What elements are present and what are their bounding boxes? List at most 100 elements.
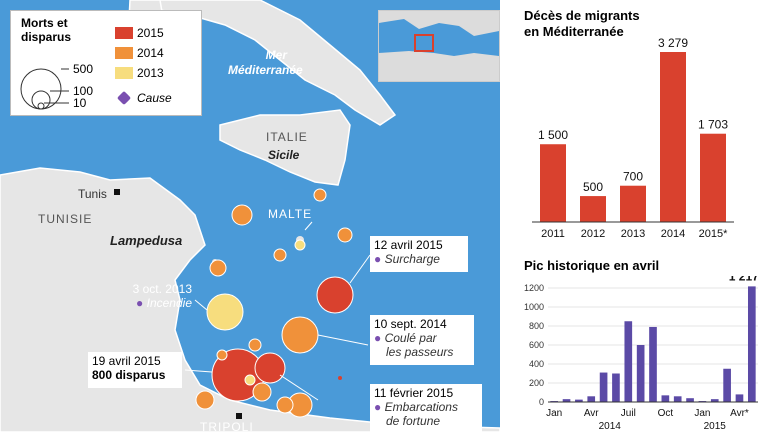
tripoli-marker (236, 413, 242, 419)
italy-land (148, 0, 397, 126)
event-circle (338, 376, 342, 380)
y-tick-label: 200 (529, 378, 544, 388)
cause-icon: ● (374, 252, 382, 266)
legend-cause-label: Cause (137, 91, 172, 105)
map: Morts et disparus 500 100 10 2015 2014 2… (0, 0, 501, 434)
chart1-title-line2: en Méditerranée (524, 24, 624, 39)
event-circle (337, 227, 353, 243)
legend-size-100: 100 (73, 84, 94, 98)
event-annotation-19-avril-2015: 19 avril 2015 800 disparus (88, 352, 182, 388)
event-circle (276, 396, 294, 414)
tunis-marker (114, 189, 120, 195)
inset-map (378, 10, 500, 82)
legend: Morts et disparus 500 100 10 2015 2014 2… (10, 10, 202, 116)
bar (612, 373, 620, 402)
event-circle (244, 374, 256, 386)
bar (686, 398, 694, 402)
x-tick-label: Oct (658, 408, 674, 419)
year-label: 2014 (599, 421, 622, 432)
legend-size-circles (20, 68, 69, 110)
event-cause-text: Coulé par (384, 331, 437, 345)
bar (747, 286, 756, 402)
legend-year-2014: 2014 (137, 46, 164, 60)
chart1-svg: 1 500 2011 500 2012 700 2013 3 279 2014 1 703 201… (532, 36, 734, 240)
event-date: 12 avril 2015 (374, 238, 443, 252)
cause-icon: ● (136, 296, 144, 310)
bar (700, 133, 726, 222)
sicily-land (219, 109, 351, 186)
y-tick-label: 400 (529, 359, 544, 369)
bar (624, 321, 633, 402)
event-date: 3 oct. 2013 (132, 282, 192, 296)
y-tick-label: 600 (529, 340, 544, 350)
bar-value-label: 500 (583, 180, 603, 194)
x-tick-label: Avr (584, 408, 599, 419)
bar (599, 372, 608, 402)
year-label: 2015 (704, 421, 727, 432)
event-circle (316, 276, 354, 314)
event-circle (281, 316, 319, 354)
label-lampedusa: Lampedusa (110, 233, 183, 248)
bar (580, 196, 606, 222)
bar (735, 394, 744, 402)
y-tick-label: 800 (529, 321, 544, 331)
leader-lines (184, 221, 371, 401)
cause-icon: ● (374, 331, 382, 345)
x-tick-label: 2011 (541, 228, 565, 240)
event-circle (273, 248, 287, 262)
legend-swatch-2014 (115, 47, 133, 59)
y-tick-label: 1200 (524, 283, 544, 293)
event-circle (313, 188, 327, 202)
bar (587, 396, 596, 402)
bar (673, 396, 682, 402)
bar (540, 144, 566, 222)
event-cause-line1: ● Coulé par (374, 331, 470, 345)
bar (723, 368, 731, 402)
charts-panel: Décès de migrants en Méditerranée 1 500 2… (510, 0, 770, 432)
event-cause-line2: de fortune (386, 414, 441, 428)
x-tick-label: Avr* (730, 408, 749, 419)
label-malte: MALTE (268, 207, 313, 221)
event-circle (294, 239, 306, 251)
event-circle (254, 352, 286, 384)
chart2-title: Pic historique en avril (524, 258, 660, 273)
event-annotation-11-fevrier-2015: 11 février 2015 ● Embarcations de fortun… (370, 384, 482, 432)
x-tick-label: Jan (694, 408, 710, 419)
bar (710, 399, 719, 402)
bar (649, 326, 657, 402)
sea-label-line1: Mer (265, 48, 288, 62)
legend-size-10: 10 (73, 96, 87, 110)
y-tick-label: 0 (539, 397, 544, 407)
inset-highlight (414, 34, 434, 52)
event-cause-text: Surcharge (384, 252, 440, 266)
legend-cause-icon (116, 90, 132, 106)
event-circle (209, 259, 227, 277)
event-circle (231, 204, 253, 226)
x-tick-label: Juil (621, 408, 636, 419)
bar (620, 185, 646, 222)
bar (636, 345, 645, 402)
event-circles (195, 188, 354, 418)
bar-value-label: 3 279 (658, 36, 688, 50)
chart2-svg: 0 200 400 600 800 1000 1200 1 217 Jan Avr Juil Oct J… (524, 276, 759, 432)
event-circle (248, 338, 262, 352)
cause-icon: ● (374, 400, 382, 414)
bar (661, 395, 670, 402)
legend-year-2013: 2013 (137, 66, 164, 80)
bar (562, 399, 571, 402)
chart1-title-line1: Décès de migrants (524, 8, 640, 23)
event-cause-line2: les passeurs (386, 345, 454, 359)
event-circle (216, 349, 228, 361)
inset-svg (379, 11, 499, 81)
legend-swatch-2015 (115, 27, 133, 39)
event-date: 10 sept. 2014 (374, 317, 447, 331)
bar-value-label: 700 (623, 170, 643, 184)
x-tick-label: 2015* (699, 228, 728, 240)
bar (575, 399, 583, 402)
legend-swatch-2013 (115, 67, 133, 79)
sea-label: Mer Méditerranée (228, 48, 303, 78)
label-tunisie: TUNISIE (38, 212, 93, 226)
event-date: 19 avril 2015 (92, 354, 161, 368)
event-cause-text: Embarcations (384, 400, 458, 414)
sea-label-line2: Méditerranée (228, 63, 303, 77)
